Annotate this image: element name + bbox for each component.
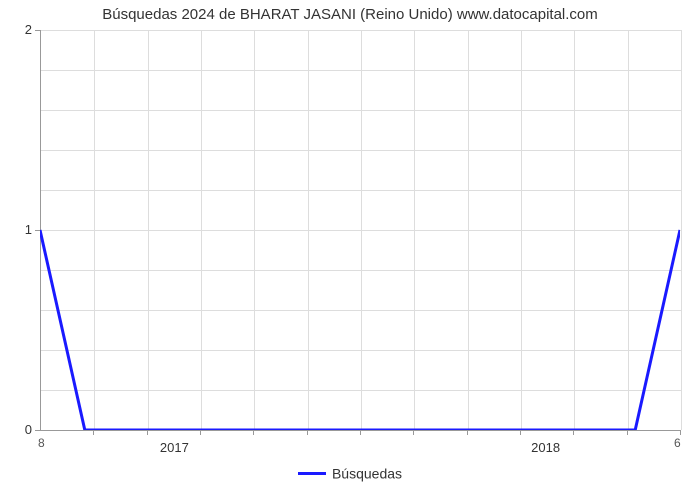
y-tick-mark — [35, 430, 40, 431]
x-tick-mark — [147, 430, 148, 435]
corner-label-right: 6 — [674, 436, 681, 450]
x-tick-mark — [307, 430, 308, 435]
legend-label: Búsquedas — [332, 465, 402, 481]
legend-swatch — [298, 472, 326, 475]
y-tick-label: 2 — [25, 22, 32, 37]
chart-title: Búsquedas 2024 de BHARAT JASANI (Reino U… — [0, 6, 700, 23]
y-tick-label: 1 — [25, 222, 32, 237]
x-tick-mark — [93, 430, 94, 435]
x-tick-mark — [520, 430, 521, 435]
x-tick-mark — [360, 430, 361, 435]
chart-container: Búsquedas 2024 de BHARAT JASANI (Reino U… — [0, 0, 700, 500]
x-tick-mark — [253, 430, 254, 435]
legend: Búsquedas — [0, 464, 700, 481]
y-tick-label: 0 — [25, 422, 32, 437]
x-tick-mark — [680, 430, 681, 435]
x-tick-mark — [200, 430, 201, 435]
x-tick-mark — [627, 430, 628, 435]
v-gridline — [681, 30, 682, 430]
x-tick-mark — [573, 430, 574, 435]
series-line — [40, 30, 680, 430]
x-tick-mark — [413, 430, 414, 435]
corner-label-left: 8 — [38, 436, 45, 450]
x-tick-label: 2018 — [516, 440, 576, 455]
x-tick-label: 2017 — [144, 440, 204, 455]
x-tick-mark — [467, 430, 468, 435]
